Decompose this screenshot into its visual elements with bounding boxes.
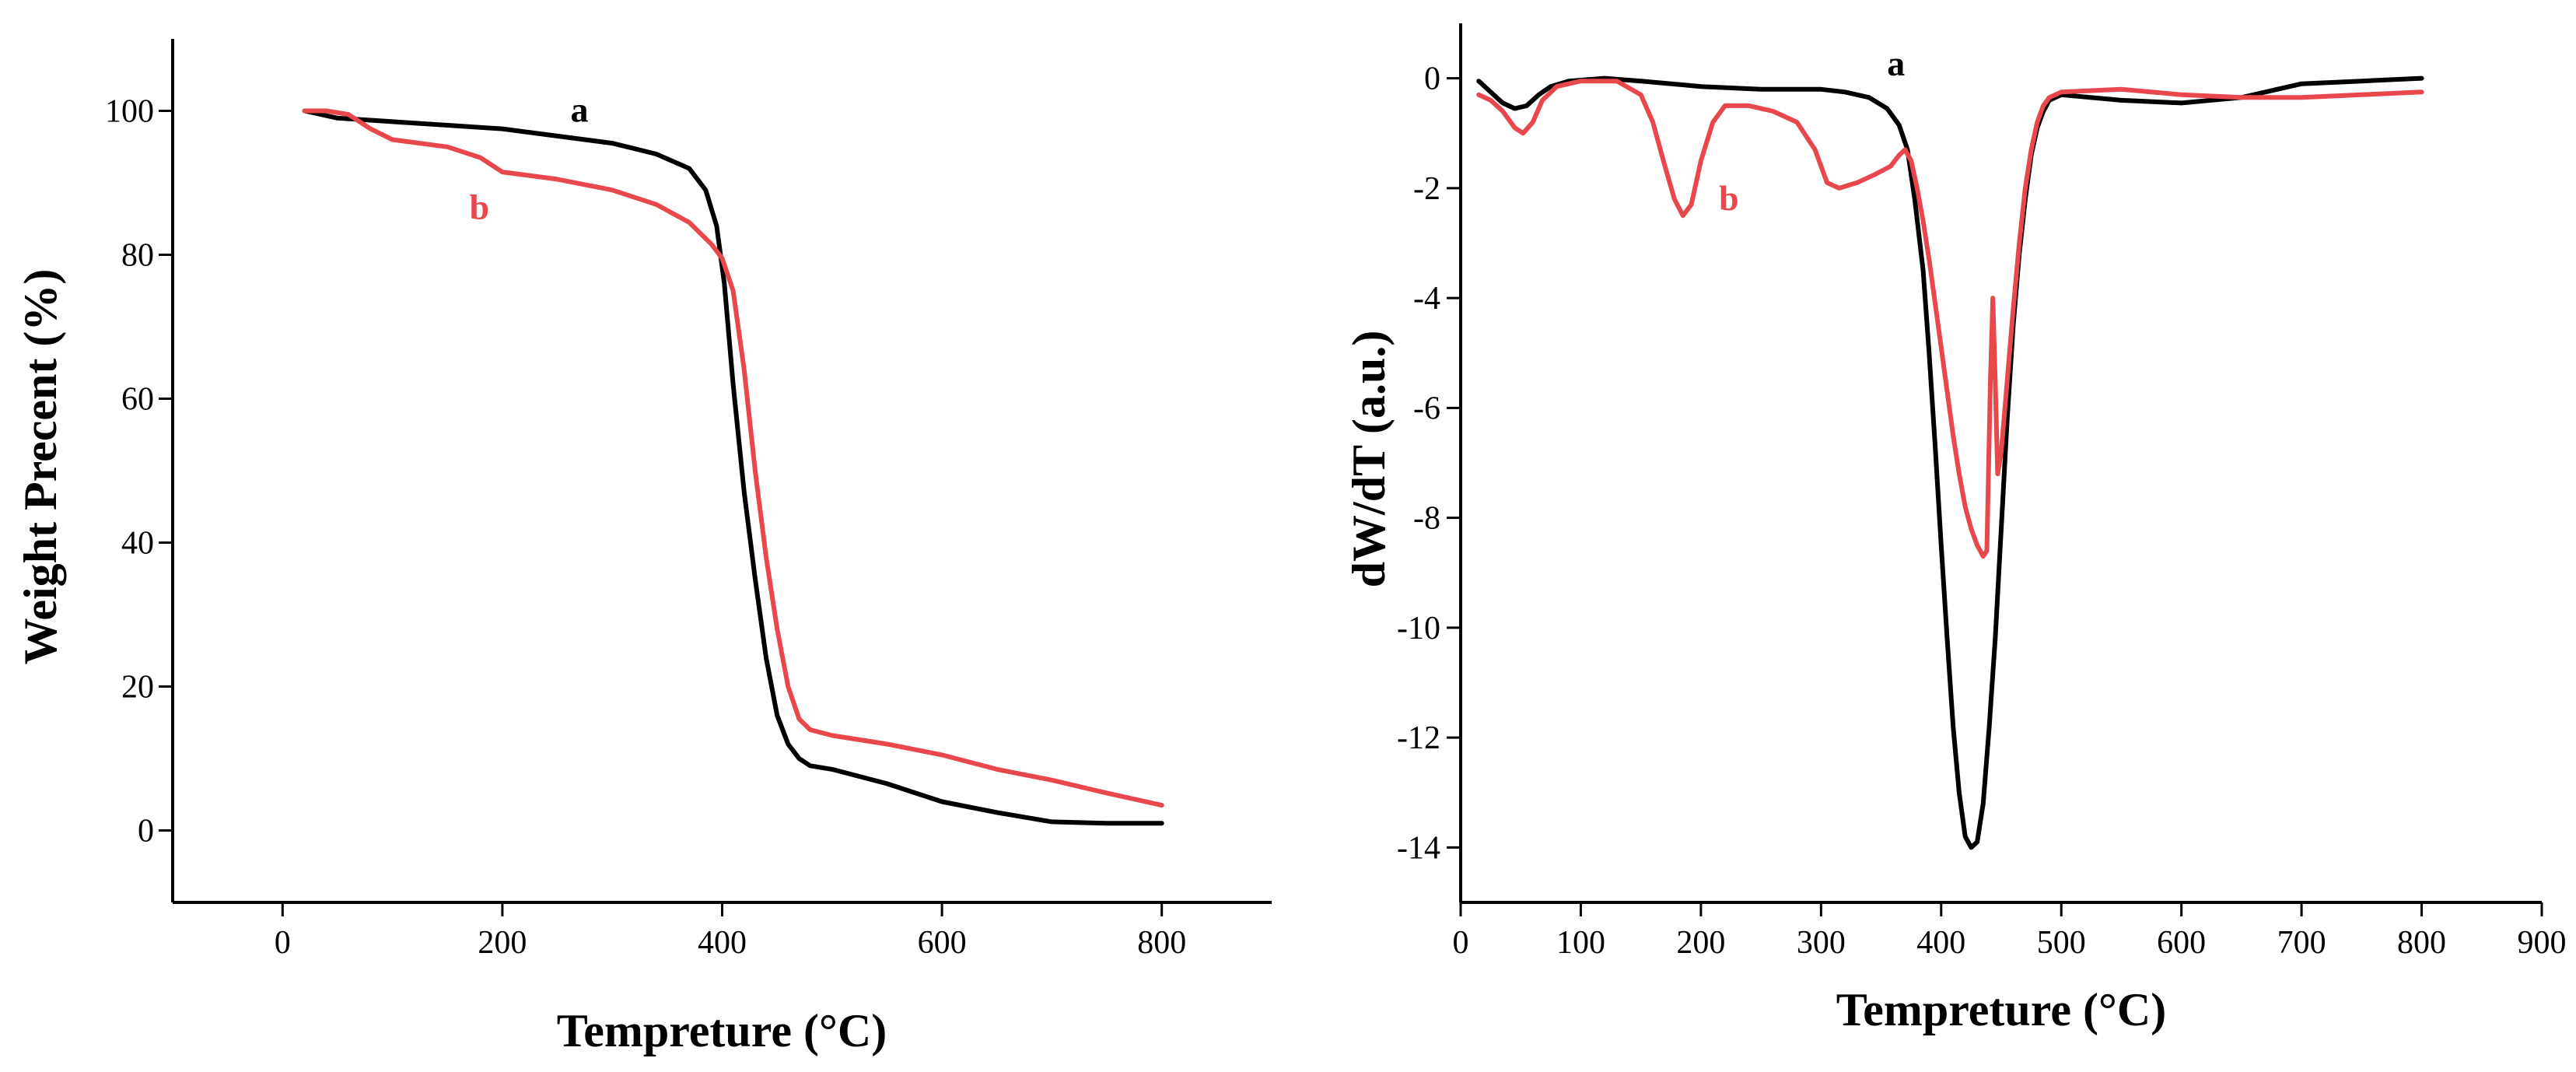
dtg-x-tick-label: 300 — [1797, 925, 1846, 961]
dtg-x-tick-label: 200 — [1676, 925, 1725, 961]
dtg-axes — [1459, 23, 2542, 904]
dtg-series-a-line — [1476, 75, 2424, 850]
tga-x-tick-label: 0 — [275, 925, 291, 961]
dtg-x-axis-label: Tempreture (°C) — [1836, 984, 2166, 1035]
tga-series-a-line — [302, 108, 1164, 826]
tga-y-tick-label: 80 — [121, 238, 154, 274]
dtg-x-tick-label: 100 — [1556, 925, 1605, 961]
dtg-y-tick-label: -4 — [1413, 281, 1440, 317]
dtg-y-tick-label: -14 — [1397, 830, 1440, 866]
dtg-chart: 0 100 200 300 400 500 600 700 800 900 0 -2 -4 -6 -8 -10… — [1343, 23, 2567, 1035]
dtg-ticks: 0 100 200 300 400 500 600 700 800 900 0 -2 -4 -6 -8 -10… — [1397, 61, 2567, 961]
dtg-y-tick-label: -12 — [1397, 720, 1440, 756]
tga-x-tick-label: 600 — [918, 925, 967, 961]
dtg-annotations: ab — [1719, 44, 1905, 218]
tga-x-tick-label: 200 — [478, 925, 527, 961]
tga-axes — [171, 39, 1272, 904]
dtg-x-tick-label: 400 — [1916, 925, 1965, 961]
tga-series — [302, 108, 1164, 826]
tga-y-tick-label: 100 — [105, 94, 154, 130]
dtg-y-tick-label: -10 — [1397, 611, 1440, 646]
tga-y-tick-label: 40 — [121, 526, 154, 562]
dtg-series-b-label: b — [1719, 178, 1739, 218]
dtg-x-tick-label: 900 — [2518, 925, 2567, 961]
dtg-x-tick-label: 500 — [2037, 925, 2086, 961]
tga-x-tick-label: 400 — [698, 925, 747, 961]
tga-y-axis-label: Weight Precent (%) — [15, 269, 66, 665]
dtg-y-axis-label: dW/dT (a.u.) — [1343, 331, 1395, 588]
tga-y-tick-label: 20 — [121, 670, 154, 706]
tga-ticks: 0 200 400 600 800 0 20 40 60 80 100 — [105, 94, 1186, 962]
tga-y-tick-label: 0 — [138, 814, 154, 850]
dtg-x-tick-label: 700 — [2277, 925, 2326, 961]
tga-series-a-label: a — [571, 89, 589, 129]
tga-annotations: ab — [470, 89, 589, 226]
dtg-x-tick-label: 600 — [2157, 925, 2206, 961]
dtg-y-tick-label: -8 — [1413, 501, 1440, 537]
tga-x-tick-label: 800 — [1137, 925, 1186, 961]
tga-y-tick-label: 60 — [121, 382, 154, 418]
dtg-x-tick-label: 0 — [1453, 925, 1469, 961]
dtg-y-tick-label: 0 — [1424, 61, 1440, 97]
tga-x-axis-label: Tempreture (°C) — [557, 1005, 887, 1056]
dtg-series-a-label: a — [1887, 44, 1905, 83]
dtg-y-tick-label: -2 — [1413, 171, 1440, 207]
tga-series-b-line — [302, 108, 1164, 808]
tga-series-b-label: b — [470, 187, 490, 226]
dtg-series-b-line — [1476, 79, 2424, 559]
dtg-y-tick-label: -6 — [1413, 391, 1440, 426]
dtg-x-tick-label: 800 — [2397, 925, 2446, 961]
dtg-series — [1476, 75, 2424, 850]
